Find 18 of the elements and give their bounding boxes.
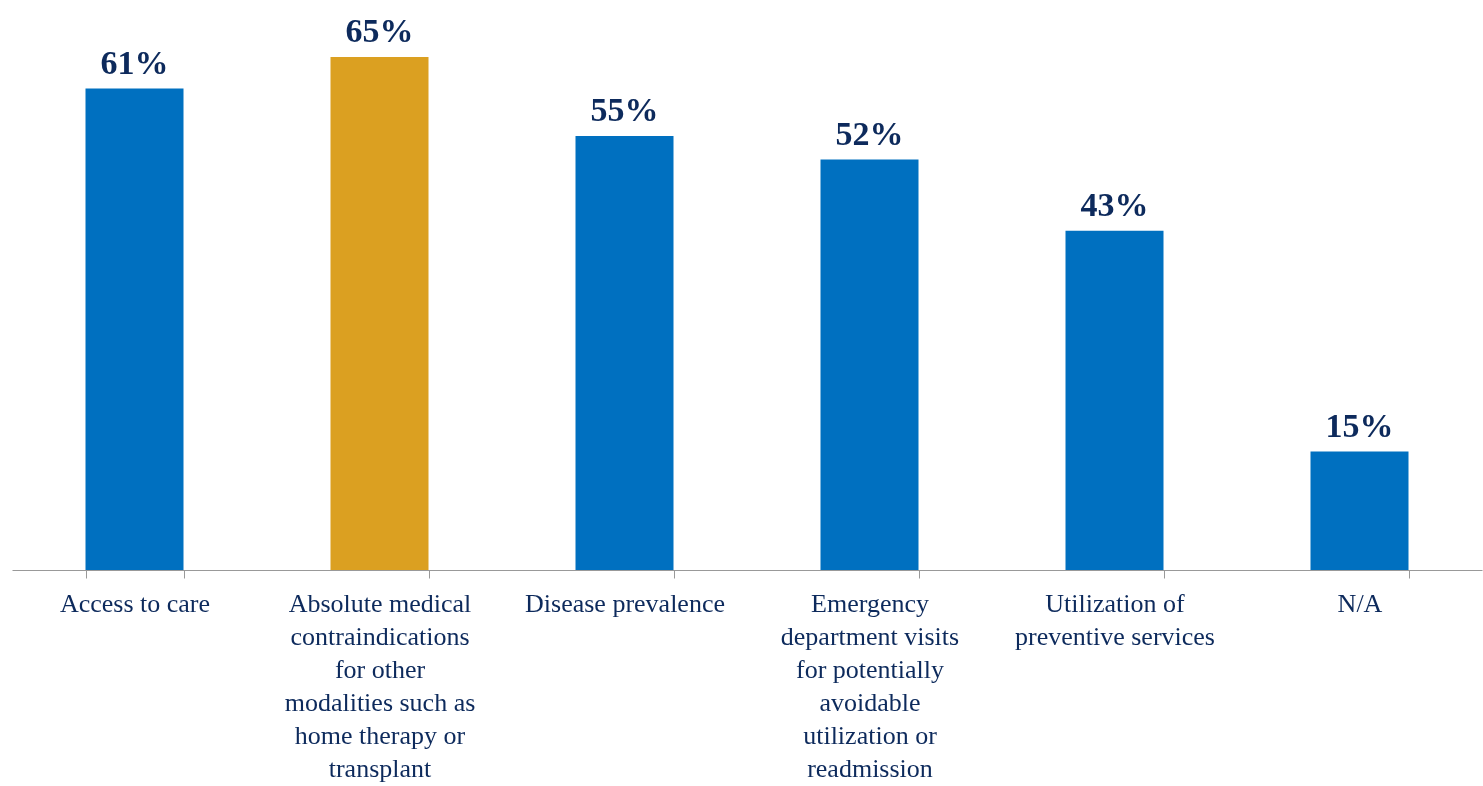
bar (575, 135, 674, 570)
data-label: 61% (100, 43, 169, 81)
x-tick-label: Access to care (59, 588, 211, 618)
bar (330, 57, 429, 570)
bar (85, 88, 184, 570)
data-label: 65% (345, 12, 414, 49)
x-tick-label: Disease prevalence (525, 588, 725, 618)
x-tick-label: Emergency department visits for potentially avoidable utilization or readmission (780, 588, 960, 783)
x-tick-label: N/A (1337, 588, 1383, 618)
data-label: 55% (590, 90, 659, 128)
x-tick-label: Utilization of preventive services (1015, 588, 1215, 651)
data-label: 52% (835, 114, 904, 152)
data-label: 15% (1325, 406, 1394, 444)
data-label: 43% (1080, 185, 1149, 223)
bar (820, 159, 919, 570)
bar (1065, 230, 1164, 570)
bar (1310, 451, 1409, 570)
x-tick-label: Absolute medical contraindications for other modalities such as home therapy or transplant (284, 588, 476, 783)
